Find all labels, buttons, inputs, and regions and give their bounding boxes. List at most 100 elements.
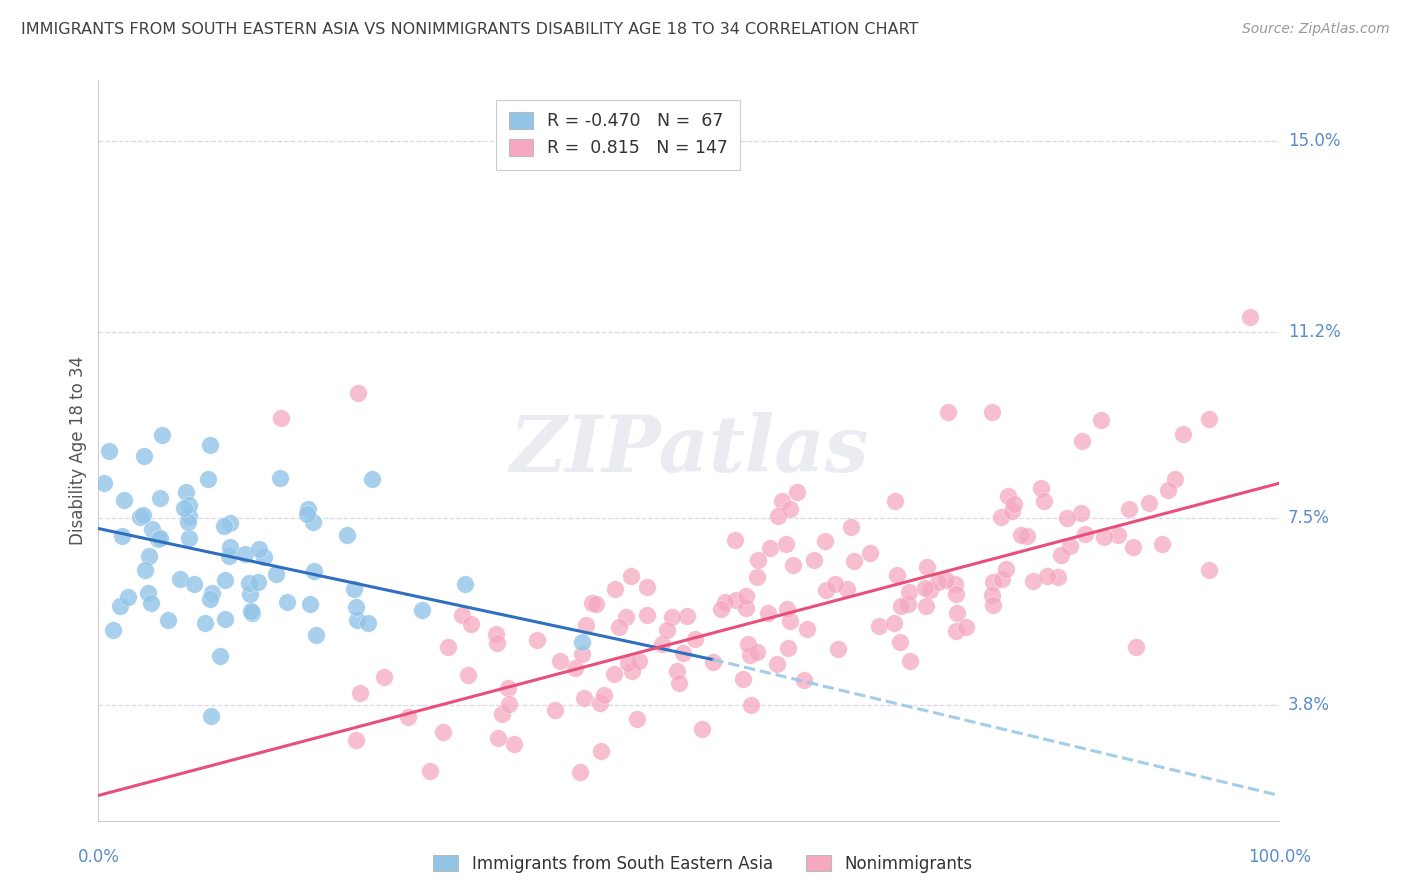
Point [1198,563,1220,577]
Point [614,610,637,624]
Point [219,540,242,554]
Point [138,549,160,563]
Point [734,589,756,603]
Point [581,596,603,610]
Text: 7.5%: 7.5% [1288,509,1330,527]
Point [918,582,941,597]
Text: IMMIGRANTS FROM SOUTH EASTERN ASIA VS NONIMMIGRANTS DISABILITY AGE 18 TO 34 CORR: IMMIGRANTS FROM SOUTH EASTERN ASIA VS NO… [21,22,918,37]
Point [247,541,270,556]
Point [981,588,1004,602]
Point [1049,548,1071,562]
Point [839,519,862,533]
Point [1137,496,1160,510]
Point [373,670,395,684]
Point [485,627,508,641]
Point [572,690,595,705]
Point [991,572,1014,586]
Text: 0.0%: 0.0% [77,848,120,866]
Point [198,591,221,606]
Point [740,698,762,713]
Point [174,485,197,500]
Point [1056,511,1078,525]
Point [134,563,156,577]
Point [253,550,276,565]
Point [347,385,370,400]
Point [212,518,235,533]
Point [548,654,571,668]
Point [264,567,287,582]
Y-axis label: Disability Age 18 to 34: Disability Age 18 to 34 [69,356,87,545]
Point [655,623,678,637]
Legend: Immigrants from South Eastern Asia, Nonimmigrants: Immigrants from South Eastern Asia, Noni… [426,848,980,880]
Point [1074,527,1097,541]
Text: 100.0%: 100.0% [1249,848,1310,866]
Point [568,765,591,780]
Point [980,405,1002,419]
Point [955,620,977,634]
Point [177,508,200,523]
Point [103,623,125,637]
Point [297,502,319,516]
Point [607,620,630,634]
Point [668,676,690,690]
Point [457,667,479,681]
Point [672,646,695,660]
Point [526,632,548,647]
Point [117,591,139,605]
Point [336,528,359,542]
Point [945,624,967,639]
Text: 3.8%: 3.8% [1288,696,1330,714]
Point [1090,413,1112,427]
Point [136,586,159,600]
Point [146,532,169,546]
Point [740,648,762,663]
Point [927,574,949,589]
Point [666,664,689,678]
Point [1031,481,1053,495]
Point [747,553,769,567]
Point [766,657,789,672]
Point [177,532,200,546]
Point [503,737,526,751]
Point [661,610,683,624]
Point [112,492,135,507]
Point [451,608,474,623]
Point [981,575,1004,590]
Point [276,595,298,609]
Point [690,722,713,736]
Point [1164,472,1187,486]
Point [344,600,367,615]
Point [302,564,325,578]
Point [295,508,318,522]
Point [432,725,454,739]
Point [733,673,755,687]
Point [714,595,737,609]
Point [1010,528,1032,542]
Point [173,500,195,515]
Point [1152,537,1174,551]
Point [1125,640,1147,654]
Point [1071,434,1094,449]
Point [605,582,627,597]
Point [240,603,263,617]
Point [898,585,921,599]
Point [914,581,936,595]
Point [498,698,520,712]
Point [177,516,200,530]
Point [1198,412,1220,426]
Point [886,568,908,582]
Point [486,731,509,745]
Point [724,533,747,548]
Point [1004,497,1026,511]
Point [890,599,912,613]
Point [990,509,1012,524]
Point [1173,427,1195,442]
Point [132,449,155,463]
Point [589,744,612,758]
Point [491,706,513,721]
Point [1036,569,1059,583]
Point [593,689,616,703]
Point [349,685,371,699]
Point [571,635,593,649]
Point [238,575,260,590]
